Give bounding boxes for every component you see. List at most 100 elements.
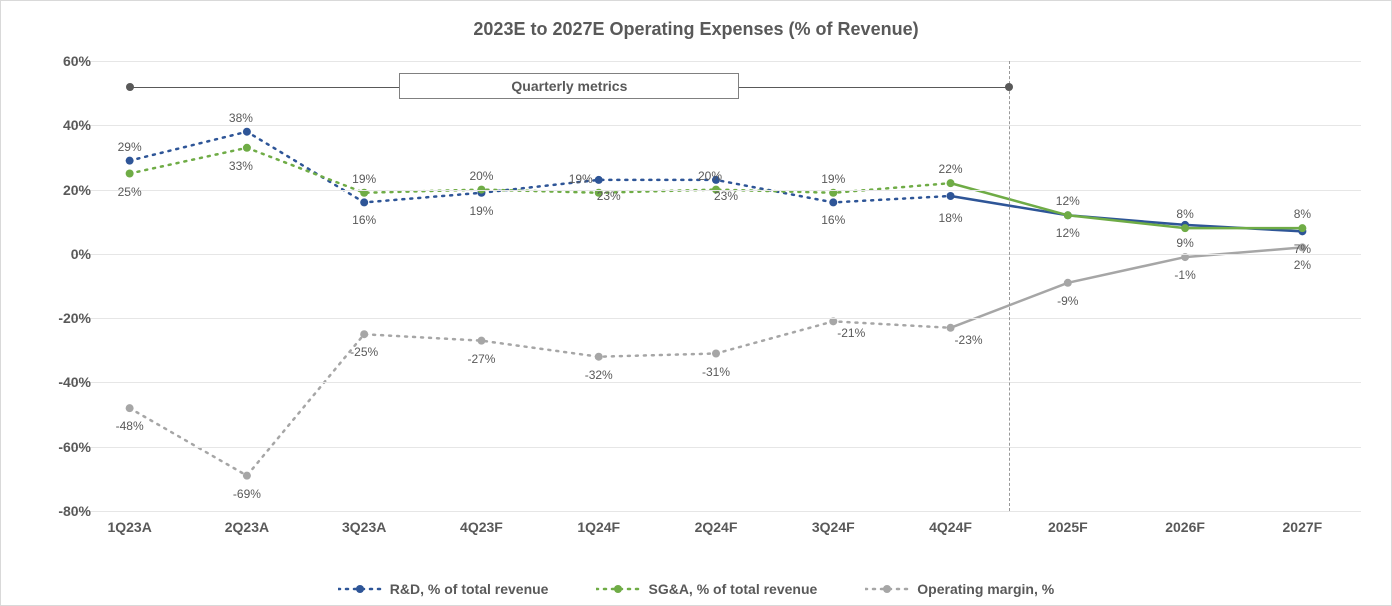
x-tick-label: 4Q23F <box>460 519 503 535</box>
x-tick-label: 2026F <box>1165 519 1205 535</box>
series-marker-rd <box>126 157 134 165</box>
legend-item-rd: R&D, % of total revenue <box>338 581 549 597</box>
series-marker-rd <box>947 192 955 200</box>
series-marker-sga <box>947 179 955 187</box>
data-label-rd: 29% <box>118 140 142 154</box>
data-label-op_margin: -25% <box>350 345 378 359</box>
series-marker-op_margin <box>126 404 134 412</box>
data-label-sga: 8% <box>1176 207 1193 221</box>
series-marker-op_margin <box>1064 279 1072 287</box>
gridline <box>71 61 1361 62</box>
data-label-sga: 19% <box>569 172 593 186</box>
legend-item-sga: SG&A, % of total revenue <box>596 581 817 597</box>
x-tick-label: 4Q24F <box>929 519 972 535</box>
data-label-sga: 22% <box>939 162 963 176</box>
data-label-sga: 8% <box>1294 207 1311 221</box>
data-label-sga: 19% <box>352 172 376 186</box>
data-label-op_margin: -27% <box>467 352 495 366</box>
chart-plot-area: Quarterly metrics 29% 38% 16% 19% 23% 23% 16% 18… <box>71 61 1361 511</box>
x-tick-label: 2Q24F <box>695 519 738 535</box>
series-marker-sga <box>1298 224 1306 232</box>
data-label-op_margin: -23% <box>955 333 983 347</box>
gridline <box>71 447 1361 448</box>
gridline <box>71 125 1361 126</box>
callout-end-dot <box>1005 83 1013 91</box>
legend-item-op_margin: Operating margin, % <box>865 581 1054 597</box>
legend-label: SG&A, % of total revenue <box>648 581 817 597</box>
series-line-solid-op_margin <box>951 247 1303 327</box>
chart-title: 2023E to 2027E Operating Expenses (% of … <box>1 19 1391 40</box>
y-tick-label: -60% <box>41 439 91 455</box>
x-tick-label: 2025F <box>1048 519 1088 535</box>
series-line-dashed-op_margin <box>130 321 951 475</box>
data-label-op_margin: -31% <box>702 365 730 379</box>
series-marker-rd <box>243 128 251 136</box>
legend-swatch-op_margin <box>865 581 909 597</box>
series-marker-sga <box>243 144 251 152</box>
callout-end-dot <box>126 83 134 91</box>
series-marker-sga <box>1064 211 1072 219</box>
series-marker-rd <box>595 176 603 184</box>
data-label-rd: 16% <box>352 213 376 227</box>
data-label-op_margin: -69% <box>233 487 261 501</box>
x-tick-label: 3Q24F <box>812 519 855 535</box>
x-tick-label: 2027F <box>1283 519 1323 535</box>
data-label-sga: 19% <box>821 172 845 186</box>
y-tick-label: -20% <box>41 310 91 326</box>
gridline <box>71 254 1361 255</box>
gridline <box>71 318 1361 319</box>
x-tick-label: 1Q23A <box>107 519 151 535</box>
series-marker-op_margin <box>243 472 251 480</box>
data-label-sga: 25% <box>118 185 142 199</box>
quarterly-separator-line <box>1009 61 1010 511</box>
series-marker-op_margin <box>477 337 485 345</box>
data-label-rd: 19% <box>469 204 493 218</box>
y-tick-label: 40% <box>41 117 91 133</box>
data-label-rd: 7% <box>1294 242 1311 256</box>
data-label-rd: 9% <box>1176 236 1193 250</box>
series-marker-rd <box>360 198 368 206</box>
data-label-sga: 12% <box>1056 194 1080 208</box>
legend-label: R&D, % of total revenue <box>390 581 549 597</box>
gridline <box>71 382 1361 383</box>
series-line-solid-rd <box>951 196 1303 231</box>
legend-label: Operating margin, % <box>917 581 1054 597</box>
y-tick-label: -80% <box>41 503 91 519</box>
data-label-rd: 12% <box>1056 226 1080 240</box>
y-tick-label: 20% <box>41 182 91 198</box>
x-tick-label: 1Q24F <box>577 519 620 535</box>
chart-container: 2023E to 2027E Operating Expenses (% of … <box>0 0 1392 606</box>
legend-swatch-rd <box>338 581 382 597</box>
chart-legend: R&D, % of total revenue SG&A, % of total … <box>1 580 1391 597</box>
data-label-op_margin: -21% <box>837 326 865 340</box>
series-marker-op_margin <box>947 324 955 332</box>
data-label-op_margin: -32% <box>585 368 613 382</box>
chart-lines-svg <box>71 61 1361 511</box>
series-marker-sga <box>126 170 134 178</box>
y-tick-label: 60% <box>41 53 91 69</box>
series-marker-op_margin <box>595 353 603 361</box>
series-marker-sga <box>1181 224 1189 232</box>
data-label-rd: 16% <box>821 213 845 227</box>
data-label-sga: 20% <box>469 169 493 183</box>
gridline <box>71 511 1361 512</box>
data-label-sga: 33% <box>229 159 253 173</box>
data-label-rd: 23% <box>597 189 621 203</box>
y-tick-label: 0% <box>41 246 91 262</box>
y-tick-label: -40% <box>41 374 91 390</box>
data-label-op_margin: -1% <box>1174 268 1195 282</box>
data-label-rd: 23% <box>714 189 738 203</box>
x-tick-label: 2Q23A <box>225 519 269 535</box>
x-tick-label: 3Q23A <box>342 519 386 535</box>
series-marker-rd <box>829 198 837 206</box>
data-label-rd: 38% <box>229 111 253 125</box>
data-label-sga: 20% <box>698 169 722 183</box>
callout-label-box: Quarterly metrics <box>399 73 739 99</box>
data-label-op_margin: -9% <box>1057 294 1078 308</box>
series-marker-op_margin <box>712 350 720 358</box>
legend-swatch-sga <box>596 581 640 597</box>
series-marker-op_margin <box>360 330 368 338</box>
data-label-op_margin: 2% <box>1294 258 1311 272</box>
data-label-rd: 18% <box>939 211 963 225</box>
data-label-op_margin: -48% <box>116 419 144 433</box>
